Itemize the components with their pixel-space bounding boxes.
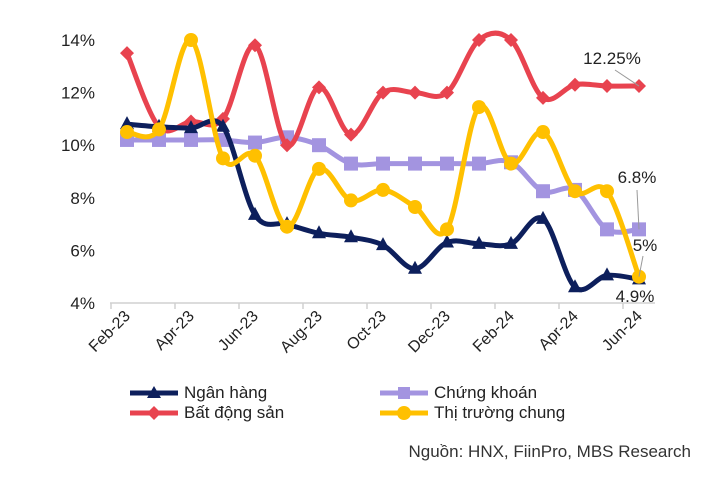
legend-swatch-chung-khoan	[380, 387, 428, 399]
data-label: 12.25%	[583, 49, 641, 68]
y-tick-label: 12%	[61, 84, 95, 103]
data-point-circle	[248, 148, 262, 163]
x-tick-label: Dec-23	[405, 308, 454, 357]
x-tick-label: Feb-24	[470, 308, 518, 356]
data-point-square	[248, 135, 262, 150]
x-tick-label: Apr-23	[152, 308, 198, 354]
data-point-triangle	[312, 225, 326, 239]
annotation-leader-line	[636, 189, 640, 230]
data-point-diamond	[600, 79, 614, 94]
data-point-circle	[536, 125, 550, 140]
x-tick-label: Aug-23	[277, 308, 326, 357]
data-point-square	[600, 222, 614, 237]
data-point-diamond	[568, 77, 582, 92]
legend-item-ngan-hang: Ngân hàng	[130, 383, 267, 403]
source-note: Nguồn: HNX, FiinPro, MBS Research	[408, 442, 692, 461]
data-point-diamond	[408, 85, 422, 100]
data-point-circle	[600, 184, 614, 199]
data-point-circle	[408, 200, 422, 215]
legend-swatch-ngan-hang	[130, 386, 178, 398]
data-point-diamond	[248, 38, 262, 53]
data-point-triangle	[376, 237, 390, 251]
legend-label: Chứng khoán	[434, 383, 538, 402]
legend-item-chung-khoan: Chứng khoán	[380, 383, 537, 403]
data-point-diamond	[120, 46, 134, 61]
y-tick-label: 4%	[70, 294, 95, 313]
data-point-square	[440, 156, 454, 171]
x-tick-label: Feb-23	[86, 308, 134, 356]
data-point-triangle	[120, 116, 134, 130]
data-point-diamond	[376, 85, 390, 100]
legend-item-thi-truong-chung: Thị trường chung	[380, 403, 565, 423]
data-point-triangle	[600, 267, 614, 281]
legend-label: Thị trường chung	[434, 403, 566, 422]
data-point-diamond	[536, 90, 550, 105]
legend-swatch-thi-truong-chung	[380, 406, 428, 420]
data-point-triangle	[344, 229, 358, 243]
data-point-circle	[312, 161, 326, 176]
data-point-square	[376, 156, 390, 171]
series-3	[120, 33, 646, 284]
data-point-square	[536, 184, 550, 199]
data-point-diamond	[504, 33, 518, 47]
annotation-leader-line	[638, 255, 644, 277]
data-point-square	[344, 156, 358, 171]
data-point-triangle	[472, 235, 486, 249]
data-point-square	[472, 156, 486, 171]
x-tick-label: Jun-24	[599, 308, 646, 355]
data-point-triangle	[184, 120, 198, 134]
data-point-circle	[280, 219, 294, 234]
data-point-triangle	[440, 234, 454, 248]
data-point-circle	[152, 122, 166, 137]
data-point-circle	[344, 193, 358, 208]
data-point-triangle	[408, 260, 422, 274]
data-point-circle	[440, 222, 454, 237]
data-point-circle	[504, 156, 518, 171]
y-tick-label: 10%	[61, 136, 95, 155]
series-line	[126, 118, 640, 293]
data-point-circle	[184, 33, 198, 47]
data-point-diamond	[440, 85, 454, 100]
legend-item-bat-dong-san: Bất động sản	[130, 403, 284, 423]
data-point-triangle	[504, 235, 518, 249]
x-tick-label: Oct-23	[344, 308, 390, 354]
data-label: 6.8%	[618, 168, 657, 187]
y-tick-label: 14%	[61, 31, 95, 50]
x-tick-label: Apr-24	[536, 308, 582, 354]
data-point-diamond	[312, 80, 326, 95]
data-point-circle	[472, 100, 486, 115]
data-point-circle	[216, 151, 230, 166]
legend-label: Ngân hàng	[184, 383, 268, 402]
data-point-triangle	[248, 206, 262, 220]
data-point-square	[184, 132, 198, 147]
data-point-triangle	[216, 118, 230, 132]
data-point-triangle	[568, 279, 582, 293]
series-0	[120, 116, 646, 293]
data-point-circle	[120, 125, 134, 140]
data-point-diamond	[472, 33, 486, 47]
data-point-triangle	[536, 210, 550, 224]
legend-label: Bất động sản	[184, 403, 285, 422]
data-point-square	[312, 138, 326, 153]
annotation-leader-line	[614, 69, 640, 87]
data-point-circle	[376, 182, 390, 197]
legend-swatch-bat-dong-san	[130, 406, 178, 420]
data-point-circle	[568, 184, 582, 199]
data-point-square	[408, 156, 422, 171]
y-tick-label: 6%	[70, 241, 95, 260]
data-label: 4.9%	[616, 287, 655, 306]
data-point-diamond	[344, 127, 358, 142]
data-label: 5%	[633, 236, 658, 255]
data-point-diamond	[280, 138, 294, 153]
x-tick-label: Jun-23	[215, 308, 262, 355]
y-tick-label: 8%	[70, 189, 95, 208]
